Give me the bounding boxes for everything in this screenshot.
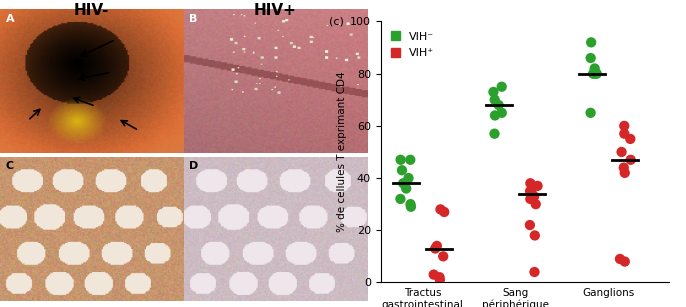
Point [625, 136, 636, 141]
Y-axis label: % de cellules T exprimant CD4: % de cellules T exprimant CD4 [338, 72, 347, 232]
Point [619, 131, 630, 136]
Point [438, 254, 449, 259]
Point [529, 194, 540, 199]
Point [589, 66, 600, 71]
Point [397, 168, 407, 173]
Point [526, 191, 537, 196]
Point [405, 157, 416, 162]
Point [403, 176, 414, 181]
Point [525, 196, 536, 201]
Point [615, 256, 626, 261]
Point [530, 233, 541, 238]
Point [618, 165, 629, 170]
Point [405, 202, 416, 207]
Point [532, 183, 543, 188]
Point [434, 275, 445, 280]
Point [586, 40, 597, 45]
Point [488, 89, 499, 94]
Point [524, 223, 535, 227]
Point [525, 188, 536, 193]
Point [489, 131, 500, 136]
Point [530, 202, 541, 207]
Point [434, 278, 445, 282]
Point [401, 186, 412, 191]
Point [435, 207, 446, 212]
Legend: VIH⁻, VIH⁺: VIH⁻, VIH⁺ [386, 27, 438, 63]
Point [489, 97, 500, 102]
Point [590, 71, 601, 76]
Text: B: B [189, 14, 198, 24]
Text: HIV-: HIV- [74, 3, 110, 18]
Point [619, 170, 630, 175]
Point [395, 157, 406, 162]
Point [525, 181, 536, 186]
Text: (c): (c) [329, 16, 344, 26]
Point [619, 259, 630, 264]
Point [395, 196, 406, 201]
Point [616, 150, 627, 154]
Point [588, 71, 599, 76]
Point [496, 84, 507, 89]
Point [493, 103, 504, 107]
Point [619, 123, 630, 128]
Point [529, 270, 540, 274]
Point [625, 157, 636, 162]
Point [429, 246, 440, 251]
Text: D: D [189, 161, 198, 171]
Point [585, 56, 596, 60]
Point [591, 71, 602, 76]
Point [439, 209, 450, 214]
Point [431, 243, 442, 248]
Point [405, 204, 416, 209]
Point [585, 110, 596, 115]
Text: C: C [5, 161, 14, 171]
Point [428, 272, 439, 277]
Text: HIV+: HIV+ [254, 3, 296, 18]
Point [490, 113, 501, 118]
Point [398, 181, 409, 186]
Point [496, 110, 507, 115]
Text: A: A [5, 14, 14, 24]
